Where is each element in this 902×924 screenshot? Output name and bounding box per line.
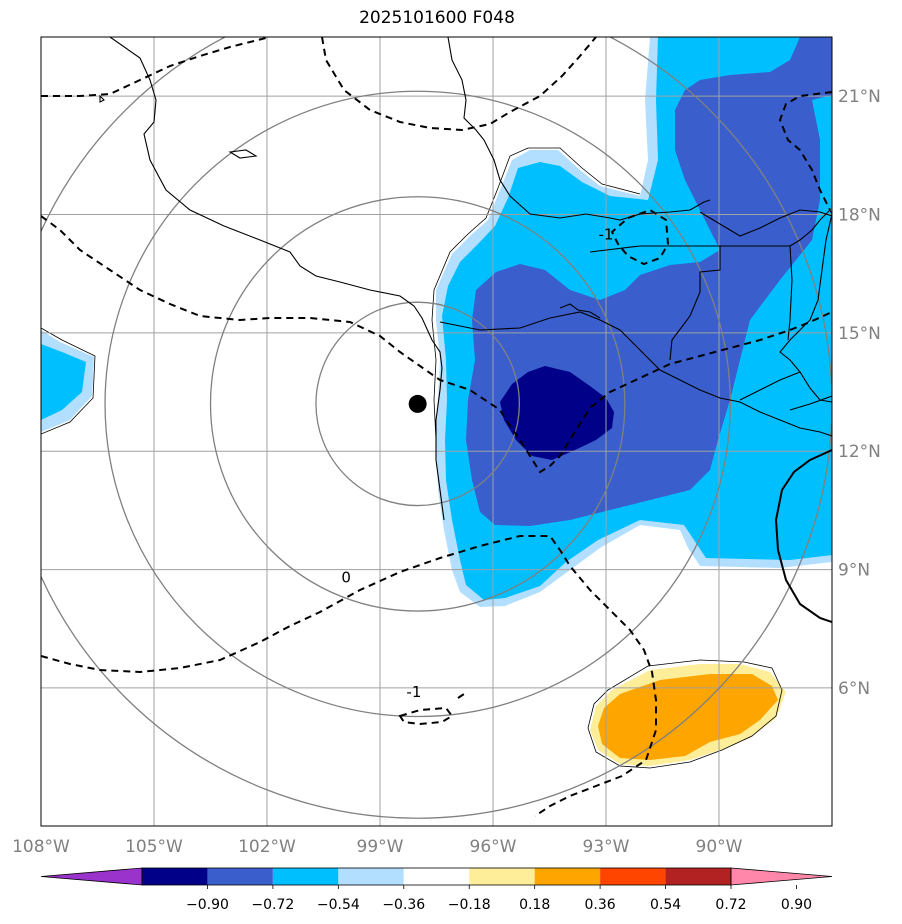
colorbar-tick-label: −0.18 bbox=[448, 897, 491, 913]
shading-positive bbox=[587, 659, 786, 769]
border-central-america-b bbox=[789, 395, 832, 411]
coastline-mexico-gulf bbox=[447, 37, 711, 221]
range-rings bbox=[41, 37, 832, 819]
colorbar-segment bbox=[403, 868, 470, 885]
shade-orange bbox=[598, 674, 778, 760]
lat-tick-label: 6°N bbox=[838, 679, 870, 699]
colorbar-tick-label: 0.54 bbox=[650, 897, 681, 913]
contour-thin-positive bbox=[587, 659, 783, 769]
map-plot-area: -1 0 -1 bbox=[41, 37, 832, 826]
longitude-tick-labels: 108°W 105°W 102°W 99°W 96°W 93°W 90°W bbox=[12, 837, 743, 857]
colorbar-tick-label: −0.54 bbox=[317, 897, 360, 913]
colorbar-segment bbox=[338, 868, 404, 885]
border-central-america-a bbox=[739, 371, 801, 401]
colorbar-tick-label: 0.90 bbox=[781, 897, 812, 913]
dashed-contours bbox=[41, 37, 832, 817]
range-ring bbox=[315, 301, 521, 507]
latitude-tick-labels: 6°N 9°N 12°N 15°N 18°N 21°N bbox=[838, 87, 881, 699]
coastline-yucatan bbox=[699, 209, 832, 237]
colorbar-tick-label: −0.90 bbox=[186, 897, 229, 913]
lat-tick-label: 15°N bbox=[838, 324, 881, 344]
lon-tick-label: 99°W bbox=[357, 837, 404, 857]
island-small bbox=[99, 94, 105, 103]
border-belize-guatemala bbox=[720, 245, 793, 341]
lon-tick-label: 105°W bbox=[125, 837, 183, 857]
lat-tick-label: 18°N bbox=[838, 206, 881, 226]
contour-dashed-fragment bbox=[457, 693, 465, 699]
range-ring bbox=[209, 196, 626, 612]
colorbar-segment bbox=[207, 868, 273, 885]
lat-tick-label: 21°N bbox=[838, 87, 881, 107]
storm-center-marker bbox=[408, 394, 427, 413]
colorbar-segment bbox=[665, 868, 731, 885]
lake-small bbox=[228, 149, 258, 159]
contour-label: -1 bbox=[599, 225, 614, 243]
colorbar: −0.90 −0.72 −0.54 −0.36 −0.18 0.18 0.36 0.54 0.7… bbox=[40, 867, 833, 913]
map-title: 2025101600 F048 bbox=[359, 8, 515, 28]
colorbar-tick-label: 0.36 bbox=[585, 897, 616, 913]
lon-tick-label: 93°W bbox=[583, 837, 630, 857]
contour-dashed-loop-south bbox=[398, 706, 454, 726]
colorbar-tick-label: −0.36 bbox=[382, 897, 425, 913]
lon-tick-label: 102°W bbox=[238, 837, 296, 857]
gridlines bbox=[41, 37, 832, 826]
range-ring bbox=[104, 90, 731, 718]
contour-thin-negative-west bbox=[41, 327, 96, 435]
coastlines bbox=[99, 37, 832, 521]
coast-reef bbox=[559, 303, 601, 319]
contour-dashed-west bbox=[41, 215, 832, 474]
coastline-south-america bbox=[774, 449, 832, 623]
colorbar-segment bbox=[469, 868, 535, 885]
contour-label: -1 bbox=[406, 683, 421, 701]
colorbar-extend-low bbox=[40, 867, 143, 886]
contour-label: 0 bbox=[341, 568, 351, 586]
shade-dark-blue-core bbox=[500, 366, 614, 460]
contour-dashed-zero bbox=[41, 535, 657, 817]
colorbar-tick-label: 0.72 bbox=[715, 897, 746, 913]
contour-dashed-top-right bbox=[778, 91, 832, 211]
lat-tick-label: 12°N bbox=[838, 442, 881, 462]
colorbar-segment bbox=[600, 868, 666, 885]
coastline-belize-honduras bbox=[779, 209, 832, 403]
plot-frame bbox=[40, 36, 833, 827]
lat-tick-label: 9°N bbox=[838, 561, 870, 581]
contour-labels: -1 0 -1 bbox=[341, 225, 614, 701]
lon-tick-label: 90°W bbox=[696, 837, 743, 857]
contour-thin-negative bbox=[431, 147, 641, 441]
colorbar-extend-high bbox=[730, 867, 833, 886]
colorbar-tick-label: 0.18 bbox=[519, 897, 550, 913]
colorbar-segment bbox=[272, 868, 339, 885]
colorbar-segment bbox=[142, 868, 208, 885]
coastline-central-america-pacific bbox=[439, 311, 832, 437]
border-mexico-guatemala bbox=[589, 245, 721, 361]
shading-negative-max bbox=[500, 366, 614, 460]
shade-light-blue-west bbox=[41, 344, 86, 420]
coastline-mexico-pacific bbox=[109, 37, 445, 521]
lon-tick-label: 108°W bbox=[12, 837, 70, 857]
lon-tick-label: 96°W bbox=[470, 837, 517, 857]
colorbar-tick-label: −0.72 bbox=[251, 897, 294, 913]
range-ring bbox=[41, 37, 832, 819]
colorbar-segment bbox=[534, 868, 601, 885]
contour-dashed-top-mid bbox=[321, 37, 597, 132]
contour-dashed-top-left bbox=[41, 37, 271, 97]
